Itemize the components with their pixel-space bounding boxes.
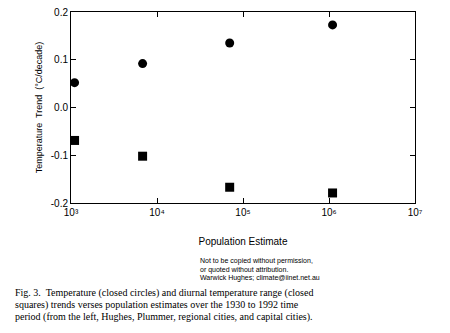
svg-text:Population Estimate: Population Estimate: [199, 236, 288, 247]
svg-text:Fig. 3. Temperature (closed c: Fig. 3. Temperature (closed circles) and…: [15, 287, 313, 299]
svg-text:10⁷: 10⁷: [408, 207, 423, 218]
svg-text:Temperature Trend (°C/decade: Temperature Trend (°C/decade): [34, 42, 44, 174]
svg-text:10⁴: 10⁴: [149, 207, 164, 218]
svg-text:-0.2: -0.2: [51, 198, 69, 209]
svg-text:-0.1: -0.1: [51, 150, 69, 161]
svg-text:0.1: 0.1: [54, 54, 68, 65]
svg-text:squares) trends verses populat: squares) trends verses population estima…: [15, 299, 299, 311]
svg-text:10⁵: 10⁵: [235, 207, 250, 218]
svg-text:or quoted without attribution.: or quoted without attribution.: [200, 266, 288, 274]
svg-text:Warwick Hughes; climate@iinet.: Warwick Hughes; climate@iinet.net.au: [200, 274, 320, 282]
svg-text:0.2: 0.2: [54, 7, 68, 18]
svg-text:0.0: 0.0: [54, 102, 68, 113]
svg-text:Not to be copied without permi: Not to be copied without permission,: [200, 257, 313, 265]
svg-text:10³: 10³: [64, 207, 79, 218]
svg-text:10⁶: 10⁶: [321, 207, 336, 218]
svg-text:period (from the left, Hughes,: period (from the left, Hughes, Plummer, …: [15, 311, 313, 323]
